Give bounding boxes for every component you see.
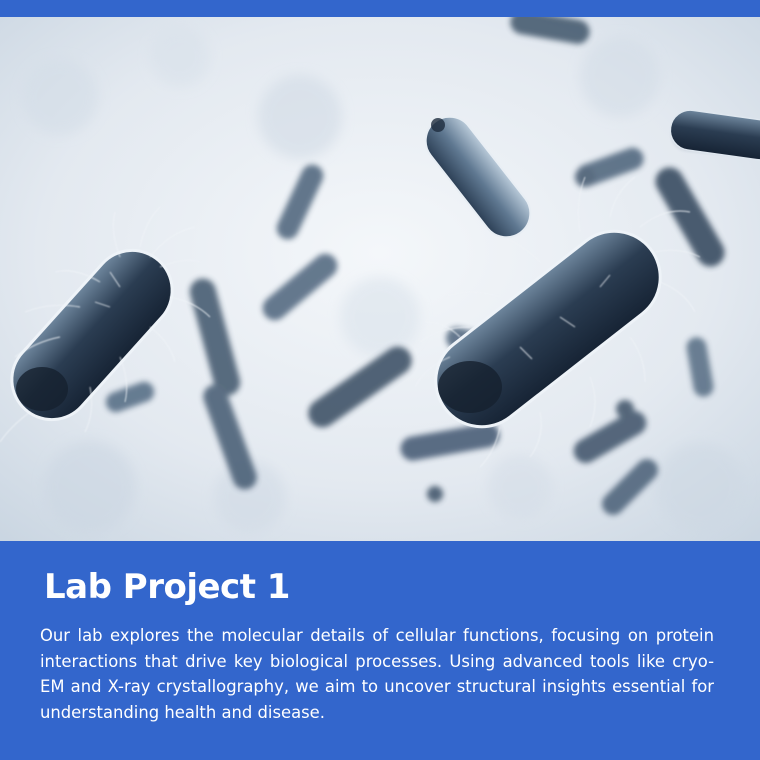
caption-panel: Lab Project 1 Our lab explores the molec… — [0, 541, 760, 760]
hero-image — [0, 17, 760, 541]
project-title: Lab Project 1 — [44, 567, 290, 607]
project-description: Our lab explores the molecular details o… — [40, 626, 714, 722]
bacteria-illustration — [0, 17, 760, 541]
